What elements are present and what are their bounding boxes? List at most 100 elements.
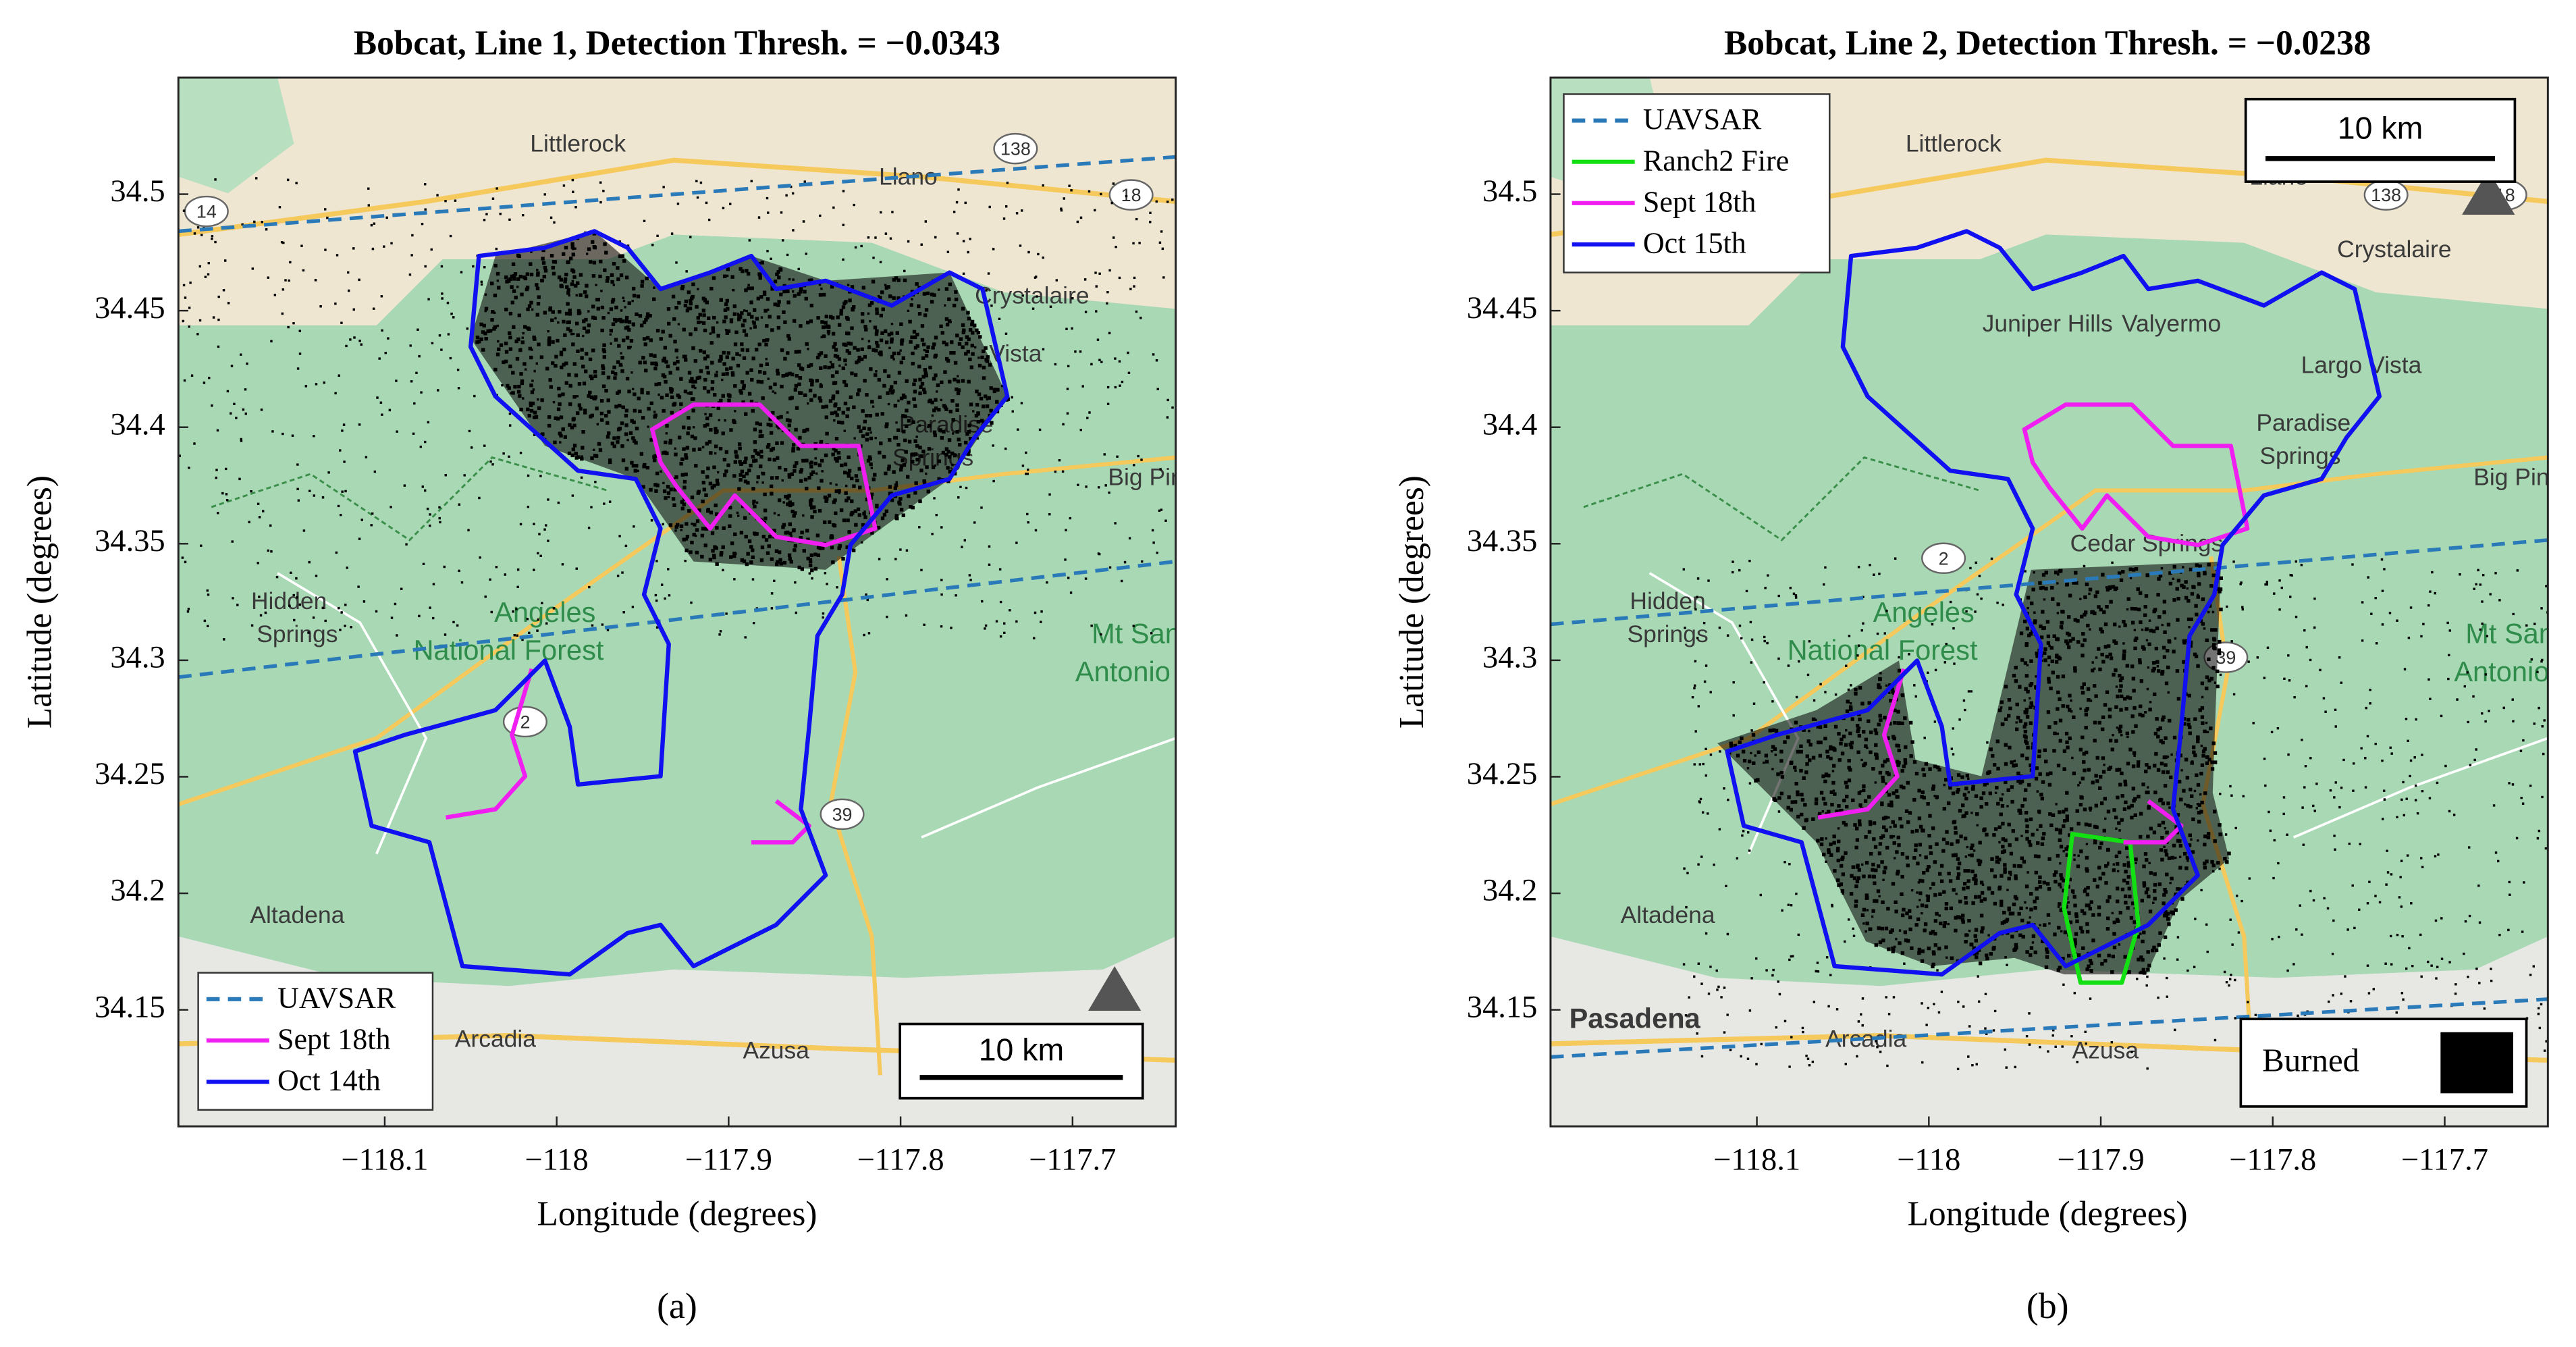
uavsar-track	[1550, 997, 2548, 1059]
fire-perimeter	[1817, 668, 1906, 820]
x-tick-label: −117.7	[2401, 1143, 2488, 1178]
legend-label: Sept 18th	[277, 1023, 391, 1056]
route-shield	[1108, 179, 1154, 211]
map-label: Mt San	[2465, 618, 2554, 650]
map-label: Valyermo	[2122, 310, 2221, 337]
y-tick-label: 34.2	[1482, 874, 1537, 908]
y-tick-label: 34.5	[110, 174, 165, 209]
legend-label: Ranch2 Fire	[1643, 144, 1789, 177]
scale-box	[2244, 97, 2517, 183]
y-tick-label: 34.35	[1467, 524, 1538, 558]
route-marker: 39	[832, 804, 853, 824]
map-label: Springs	[257, 620, 338, 648]
route-shield	[1921, 542, 1966, 575]
map-label: Crystalaire	[2337, 236, 2451, 263]
chart-title: Bobcat, Line 1, Detection Thresh. = −0.0…	[354, 24, 1000, 62]
map-label: Littlerock	[1906, 130, 2002, 157]
x-axis-label: Longitude (degrees)	[537, 1195, 817, 1234]
map-label: Largo Vista	[2301, 351, 2422, 378]
road	[277, 572, 428, 855]
burned-legend-label: Burned	[2262, 1041, 2359, 1078]
fire-perimeter	[1725, 229, 2382, 977]
map-label: Antonio	[2454, 656, 2549, 687]
route-marker: 14	[196, 202, 217, 222]
scale-label: 10 km	[2338, 111, 2423, 146]
chart-title: Bobcat, Line 2, Detection Thresh. = −0.0…	[1724, 24, 2371, 62]
map-label: Littlerock	[530, 130, 626, 157]
y-tick-label: 34.45	[1467, 291, 1538, 325]
map-label: Angeles	[494, 596, 595, 628]
fire-perimeter	[650, 402, 878, 548]
y-tick-label: 34.25	[95, 757, 165, 791]
map-label: Pasadena	[1569, 1003, 1701, 1034]
map-label: Angeles	[1873, 596, 1975, 628]
x-tick-label: −118	[1897, 1143, 1960, 1178]
legend-label: Oct 15th	[1643, 227, 1746, 260]
x-tick-label: −117.7	[1029, 1143, 1116, 1178]
map-label: Antonio	[1075, 656, 1171, 687]
route-shield	[993, 132, 1038, 165]
map-label: Altadena	[1621, 901, 1715, 928]
fire-perimeter	[445, 668, 534, 820]
route-shield	[820, 798, 865, 830]
axes-frame	[177, 76, 1177, 1128]
map-label: Paradise	[2256, 409, 2351, 436]
y-tick-label: 34.4	[1482, 407, 1537, 442]
caption: (a)	[657, 1286, 697, 1326]
y-tick-label: 34.3	[1482, 641, 1537, 675]
road	[2292, 737, 2548, 839]
map-label: National Forest	[1788, 634, 1978, 666]
route-marker: 138	[2371, 185, 2401, 205]
trail	[211, 456, 608, 542]
x-tick-label: −117.8	[857, 1143, 944, 1178]
burned-speckle	[1682, 557, 2548, 1071]
route-marker: 138	[1000, 139, 1031, 159]
fire-perimeter	[352, 229, 1010, 977]
y-tick-label: 34.2	[110, 874, 165, 908]
map: LittlerockLlanoCrystalaireVistaParadiseS…	[178, 77, 1197, 1127]
map-label: Juniper Hills	[1983, 310, 2113, 337]
y-tick-label: 34.5	[1482, 174, 1537, 209]
burned-speckle	[178, 177, 1174, 641]
y-tick-label: 34.45	[95, 291, 165, 325]
x-tick-label: −117.9	[2058, 1143, 2145, 1178]
y-tick-label: 34.4	[110, 407, 165, 442]
y-axis-label: Latitude (degrees)	[20, 475, 59, 729]
burned-area	[471, 231, 1008, 570]
map: LittlerockLlanoCrystalaireJuniper HillsV…	[1550, 77, 2562, 1127]
legend-label: UAVSAR	[277, 981, 396, 1014]
y-axis-label: Latitude (degrees)	[1393, 475, 1431, 729]
map-label: Hidden	[1630, 587, 1705, 614]
park	[178, 77, 294, 194]
map-label: Mt San	[1092, 618, 1181, 650]
map-label: Arcadia	[455, 1025, 536, 1052]
map-label: Springs	[1627, 620, 1708, 648]
route-marker: 2	[1939, 548, 1949, 569]
y-tick-label: 34.15	[95, 990, 165, 1024]
highway	[178, 157, 1176, 237]
uavsar-track	[178, 559, 1176, 679]
fire-perimeter	[2123, 799, 2184, 845]
map-label: Azusa	[743, 1036, 809, 1063]
axes-frame	[1549, 76, 2549, 1128]
y-tick-label: 34.25	[1467, 757, 1538, 791]
north-arrow	[1088, 966, 1142, 1011]
y-tick-label: 34.3	[110, 641, 165, 675]
fire-perimeter	[751, 799, 811, 845]
map-label: Big Pine	[1108, 464, 1197, 491]
legend-label: Sept 18th	[1643, 185, 1756, 218]
map-label: Big Pine	[2473, 464, 2562, 491]
y-tick-label: 34.35	[95, 524, 165, 558]
map-label: Hidden	[251, 587, 327, 614]
route-marker: 18	[1121, 185, 1142, 205]
legend-label: UAVSAR	[1643, 103, 1762, 136]
map-label: Altadena	[250, 901, 344, 928]
caption: (b)	[2027, 1286, 2069, 1326]
route-marker: 2	[520, 712, 530, 732]
x-tick-label: −118.1	[341, 1143, 428, 1178]
x-tick-label: −118.1	[1713, 1143, 1800, 1178]
x-tick-label: −118	[525, 1143, 589, 1178]
y-tick-label: 34.15	[1467, 990, 1538, 1024]
